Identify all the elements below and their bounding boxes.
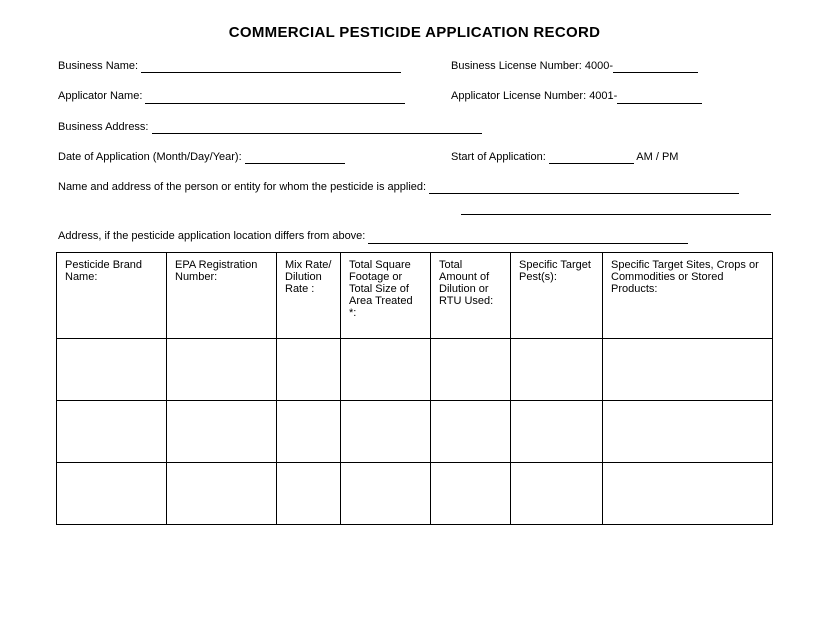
business-license-label: Business License Number: (451, 60, 582, 72)
table-row (57, 462, 773, 524)
ampm-label: AM / PM (636, 151, 678, 163)
cell-sqft[interactable] (341, 400, 431, 462)
cell-sqft[interactable] (341, 462, 431, 524)
diff-address-label: Address, if the pesticide application lo… (58, 230, 365, 242)
record-table: Pesticide Brand Name: EPA Registration N… (56, 252, 773, 525)
business-name-input[interactable] (141, 62, 401, 73)
applied-for-input-2[interactable] (461, 204, 771, 215)
cell-pests[interactable] (511, 400, 603, 462)
table-row (57, 338, 773, 400)
cell-sqft[interactable] (341, 338, 431, 400)
applicator-name-input[interactable] (145, 93, 405, 104)
col-mix-rate: Mix Rate/ Dilution Rate : (277, 252, 341, 338)
cell-sites[interactable] (603, 400, 773, 462)
business-license-prefix: 4000- (585, 60, 613, 72)
cell-mix[interactable] (277, 462, 341, 524)
cell-mix[interactable] (277, 400, 341, 462)
business-license-input[interactable] (613, 62, 698, 73)
row-applicator: Applicator Name: Applicator License Numb… (58, 89, 771, 103)
col-epa-registration: EPA Registration Number: (167, 252, 277, 338)
business-address-label: Business Address: (58, 121, 149, 133)
start-label: Start of Application: (451, 151, 546, 163)
cell-mix[interactable] (277, 338, 341, 400)
table-header-row: Pesticide Brand Name: EPA Registration N… (57, 252, 773, 338)
cell-brand[interactable] (57, 338, 167, 400)
applicator-license-input[interactable] (617, 93, 702, 104)
cell-sites[interactable] (603, 338, 773, 400)
cell-amount[interactable] (431, 400, 511, 462)
cell-sites[interactable] (603, 462, 773, 524)
page-title: COMMERCIAL PESTICIDE APPLICATION RECORD (40, 24, 789, 41)
cell-epa[interactable] (167, 462, 277, 524)
cell-amount[interactable] (431, 462, 511, 524)
form-fields: Business Name: Business License Number: … (40, 59, 789, 244)
col-dilution-amount: Total Amount of Dilution or RTU Used: (431, 252, 511, 338)
date-input[interactable] (245, 153, 345, 164)
applicator-name-label: Applicator Name: (58, 90, 142, 102)
business-name-label: Business Name: (58, 60, 138, 72)
row-applied-for: Name and address of the person or entity… (58, 180, 771, 194)
row-business-address: Business Address: (58, 120, 771, 134)
table-body (57, 338, 773, 524)
cell-epa[interactable] (167, 338, 277, 400)
row-date-start: Date of Application (Month/Day/Year): St… (58, 150, 771, 164)
row-business: Business Name: Business License Number: … (58, 59, 771, 73)
applicator-license-prefix: 4001- (589, 90, 617, 102)
cell-amount[interactable] (431, 338, 511, 400)
cell-pests[interactable] (511, 338, 603, 400)
col-square-footage: Total Square Footage or Total Size of Ar… (341, 252, 431, 338)
cell-brand[interactable] (57, 462, 167, 524)
applicator-license-label: Applicator License Number: (451, 90, 586, 102)
table-row (57, 400, 773, 462)
form-page: COMMERCIAL PESTICIDE APPLICATION RECORD … (0, 0, 829, 535)
diff-address-input[interactable] (368, 233, 688, 244)
row-diff-address: Address, if the pesticide application lo… (58, 229, 771, 243)
applied-for-input[interactable] (429, 183, 739, 194)
record-table-wrap: Pesticide Brand Name: EPA Registration N… (40, 252, 789, 525)
cell-pests[interactable] (511, 462, 603, 524)
cell-brand[interactable] (57, 400, 167, 462)
row-applied-for-cont (58, 204, 771, 215)
date-label: Date of Application (Month/Day/Year): (58, 151, 242, 163)
cell-epa[interactable] (167, 400, 277, 462)
col-pesticide-brand: Pesticide Brand Name: (57, 252, 167, 338)
applied-for-label: Name and address of the person or entity… (58, 181, 426, 193)
start-time-input[interactable] (549, 153, 634, 164)
col-target-sites: Specific Target Sites, Crops or Commodit… (603, 252, 773, 338)
business-address-input[interactable] (152, 123, 482, 134)
col-target-pests: Specific Target Pest(s): (511, 252, 603, 338)
